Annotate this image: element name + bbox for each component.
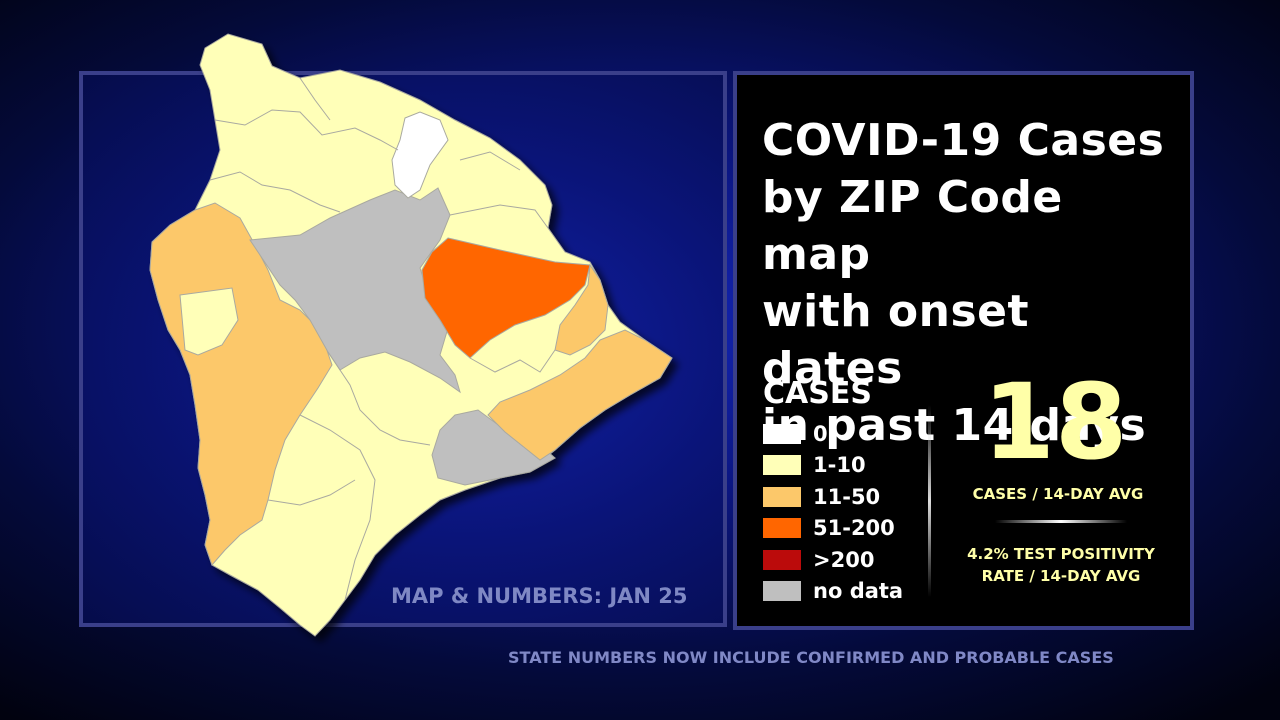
- legend-swatch: [763, 518, 801, 538]
- legend-heading: CASES: [763, 376, 872, 411]
- legend-label: 51-200: [813, 516, 895, 540]
- zip-region-hilo-orange: [421, 237, 591, 359]
- zip-region-north-zero: [391, 111, 449, 199]
- horizontal-divider: [995, 520, 1127, 523]
- legend-swatch: [763, 550, 801, 570]
- zip-region-east: [554, 263, 609, 356]
- legend-swatch: [763, 581, 801, 601]
- info-panel: [733, 71, 1194, 630]
- zip-region-pocket: [179, 287, 239, 356]
- zip-region-southeast: [487, 329, 673, 461]
- footer-note: STATE NUMBERS NOW INCLUDE CONFIRMED AND …: [508, 648, 1114, 667]
- legend-label: >200: [813, 548, 875, 572]
- legend-swatch: [763, 424, 801, 444]
- legend-swatch: [763, 487, 801, 507]
- zip-boundaries: [209, 77, 556, 601]
- test-positivity-rate: 4.2% TEST POSITIVITY RATE / 14-DAY AVG: [967, 545, 1155, 585]
- legend-label: no data: [813, 579, 904, 603]
- legend-swatch: [763, 455, 801, 475]
- cases-average-value: 18: [982, 361, 1128, 483]
- vertical-divider: [928, 405, 931, 597]
- page-title: COVID-19 Cases by ZIP Code map with onse…: [762, 115, 1165, 451]
- legend-label: 1-10: [813, 453, 866, 477]
- map-date-label: MAP & NUMBERS: JAN 25: [391, 584, 688, 608]
- cases-average-caption: CASES / 14-DAY AVG: [972, 485, 1144, 503]
- legend-label: 0: [813, 422, 828, 446]
- legend-label: 11-50: [813, 485, 881, 509]
